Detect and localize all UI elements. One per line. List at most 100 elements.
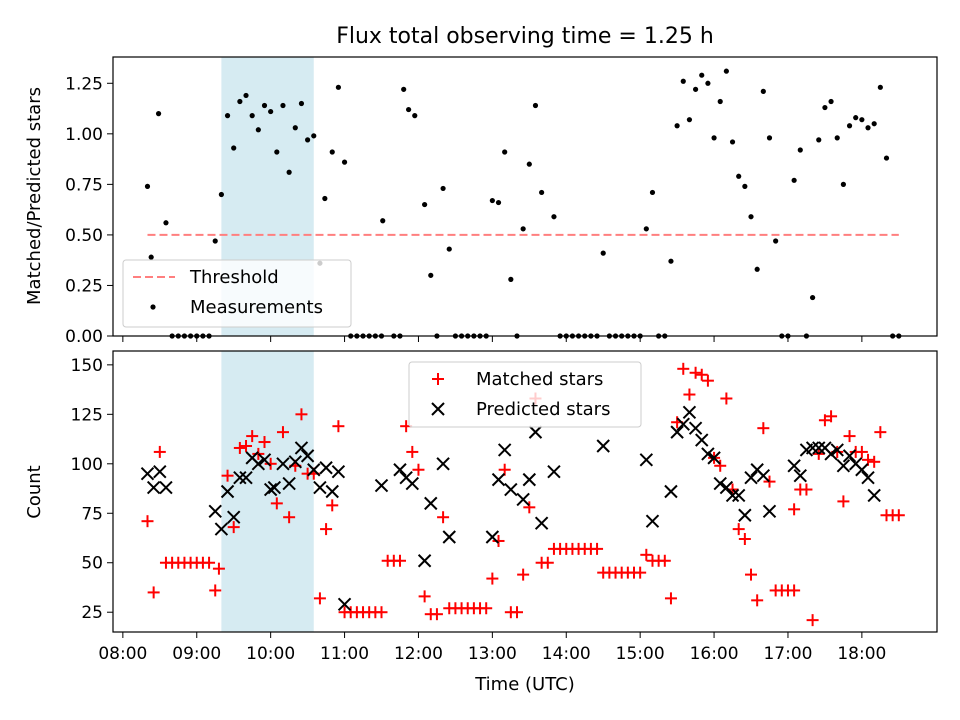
predicted-star-marker [670,425,684,439]
matched-star-marker [221,469,234,482]
measurement-point [412,113,418,119]
measurement-point [846,123,853,129]
measurement-point [268,108,274,115]
measurement-point [292,125,298,131]
predicted-star-marker [300,449,315,463]
bottom-y-tick-label: 150 [71,356,103,376]
predicted-star-marker-b [146,480,161,495]
predicted-star-marker-b [485,530,500,544]
measurement-point [705,80,711,86]
measurement-point [224,113,231,119]
top-y-tick-label: 0.50 [65,226,103,246]
predicted-star-marker-b [664,484,678,499]
matched-star-marker [264,457,277,470]
matched-star-marker [203,556,216,569]
predicted-star-marker [159,480,173,495]
predicted-star-marker-b [812,441,826,455]
measurement-point [422,201,428,208]
predicted-star-marker-b [233,470,247,485]
predicted-star-marker-b [682,405,697,420]
measurement-point [305,137,311,143]
measurement-point [877,84,883,90]
predicted-star-marker-b [805,441,820,455]
predicted-star-marker-b [522,472,537,487]
matched-star-marker [701,374,714,387]
legend-predicted-swatch [431,402,445,416]
measurement-point [218,191,224,198]
measurement-point [711,135,717,141]
predicted-star-marker-b [331,465,346,479]
measurement-point [692,86,699,92]
measurement-point [255,127,261,133]
predicted-star-marker [251,457,266,471]
predicted-star-marker [214,522,229,536]
matched-star-marker [326,499,339,512]
predicted-star-marker-b [208,504,222,518]
measurement-point [502,149,508,155]
matched-star-marker [412,463,425,476]
predicted-star-marker-b [337,597,352,612]
predicted-star-marker [208,504,222,518]
predicted-star-marker-b [861,470,875,485]
matched-star-marker [270,497,283,510]
predicted-star-marker-b [294,441,309,455]
measurement-point [828,98,834,105]
measurement-point [520,226,526,232]
predicted-star-marker-b [251,457,266,471]
predicted-star-marker-b [824,447,838,461]
predicted-star-marker [836,459,851,473]
measurement-point [840,181,846,187]
matched-star-marker [375,606,388,619]
measurement-point [148,254,154,260]
predicted-star-marker-b [707,451,721,465]
matched-star-marker [751,594,764,607]
matched-star-marker [486,572,499,585]
measurement-point [729,139,736,145]
predicted-star-marker-b [596,439,610,453]
predicted-star-marker [282,476,296,491]
measurement-point [680,78,686,84]
predicted-star-marker [442,530,456,544]
measurement-point [865,125,871,131]
matched-star-marker [591,542,604,555]
predicted-star-marker [725,488,740,503]
predicted-star-marker-b [855,463,869,477]
matched-star-marker [406,445,419,458]
matched-star-marker [209,584,222,597]
predicted-star-marker [719,480,734,495]
measurement-point [853,115,859,121]
predicted-star-marker [319,461,333,475]
predicted-star-marker [325,484,339,499]
figure-title: Flux total observing time = 1.25 h [336,24,714,49]
predicted-star-marker [337,597,352,612]
top-panel: 0.00 0.25 0.50 0.75 1.00 1.25 Matched/Predict… [24,56,938,347]
predicted-star-marker [707,451,721,465]
legend-measurements-swatch [150,304,156,310]
top-y-tick-label: 0.00 [65,327,103,347]
predicted-star-marker [867,488,881,503]
matched-star-marker [788,503,801,516]
matched-star-marker [141,515,154,528]
x-axis-label: Time (UTC) [474,674,575,695]
measurement-point [231,145,237,151]
matched-star-marker [738,532,751,545]
predicted-star-marker-b [159,480,173,495]
predicted-star-marker [497,443,512,457]
measurement-point [600,250,606,256]
predicted-star-marker-b [818,441,832,455]
predicted-star-marker-b [220,484,235,499]
bottom-frame [112,350,938,633]
matched-star-marker [240,439,253,452]
predicted-star-marker-b [276,457,290,471]
predicted-star-marker [146,480,161,495]
predicted-star-marker-b [267,480,282,495]
predicted-star-marker [812,441,826,455]
measurement-point [428,272,434,278]
matched-star-marker [418,590,431,603]
predicted-star-marker [307,463,321,477]
predicted-star-marker-b [842,449,857,463]
matched-stars-markers [141,362,905,627]
predicted-star-marker [738,508,752,522]
legend-predicted-label: Predicted stars [476,399,610,420]
measurement-point [280,102,286,109]
